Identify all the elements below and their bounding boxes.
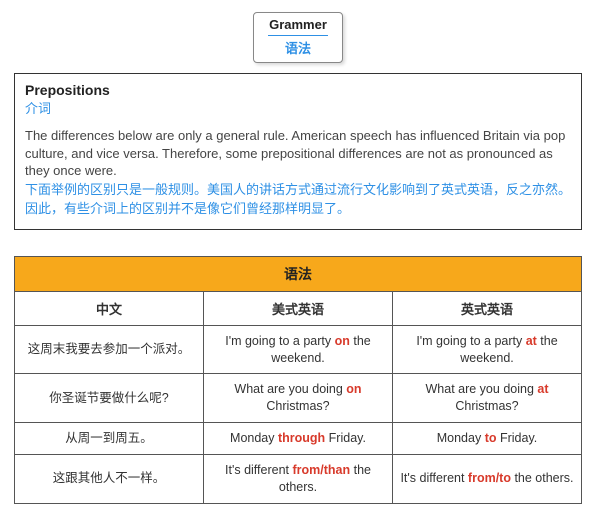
intro-body-en: The differences below are only a general…	[25, 127, 571, 180]
cell-cn: 这跟其他人不一样。	[15, 455, 204, 504]
table-header-row: 中文 美式英语 英式英语	[15, 291, 582, 325]
cell-us: It's different from/than the others.	[204, 455, 393, 504]
badge-divider	[268, 35, 328, 36]
cell-cn: 从周一到周五。	[15, 423, 204, 455]
intro-box: Prepositions 介词 The differences below ar…	[14, 73, 582, 230]
table-row: 你圣诞节要做什么呢?What are you doing on Christma…	[15, 374, 582, 423]
cell-us: What are you doing on Christmas?	[204, 374, 393, 423]
table-row: 这跟其他人不一样。It's different from/than the ot…	[15, 455, 582, 504]
badge-title-en: Grammer	[268, 17, 328, 34]
cell-cn: 这周末我要去参加一个派对。	[15, 325, 204, 374]
badge-title-cn: 语法	[268, 38, 328, 57]
table-row: 这周末我要去参加一个派对。I'm going to a party on the…	[15, 325, 582, 374]
intro-title-en: Prepositions	[25, 82, 571, 98]
cell-uk: I'm going to a party at the weekend.	[393, 325, 582, 374]
col-header-cn: 中文	[15, 291, 204, 325]
cell-cn: 你圣诞节要做什么呢?	[15, 374, 204, 423]
col-header-uk: 英式英语	[393, 291, 582, 325]
cell-us: I'm going to a party on the weekend.	[204, 325, 393, 374]
cell-uk: What are you doing at Christmas?	[393, 374, 582, 423]
intro-title-cn: 介词	[25, 98, 571, 117]
header-badge: Grammer 语法	[253, 12, 343, 63]
header-badge-wrap: Grammer 语法	[14, 12, 582, 63]
col-header-us: 美式英语	[204, 291, 393, 325]
table-row: 从周一到周五。Monday through Friday.Monday to F…	[15, 423, 582, 455]
cell-us: Monday through Friday.	[204, 423, 393, 455]
cell-uk: Monday to Friday.	[393, 423, 582, 455]
intro-body-cn: 下面举例的区别只是一般规则。美国人的讲话方式通过流行文化影响到了英式英语，反之亦…	[25, 180, 571, 219]
table-super-header: 语法	[15, 256, 582, 291]
cell-uk: It's different from/to the others.	[393, 455, 582, 504]
grammar-table: 语法 中文 美式英语 英式英语 这周末我要去参加一个派对。I'm going t…	[14, 256, 582, 504]
